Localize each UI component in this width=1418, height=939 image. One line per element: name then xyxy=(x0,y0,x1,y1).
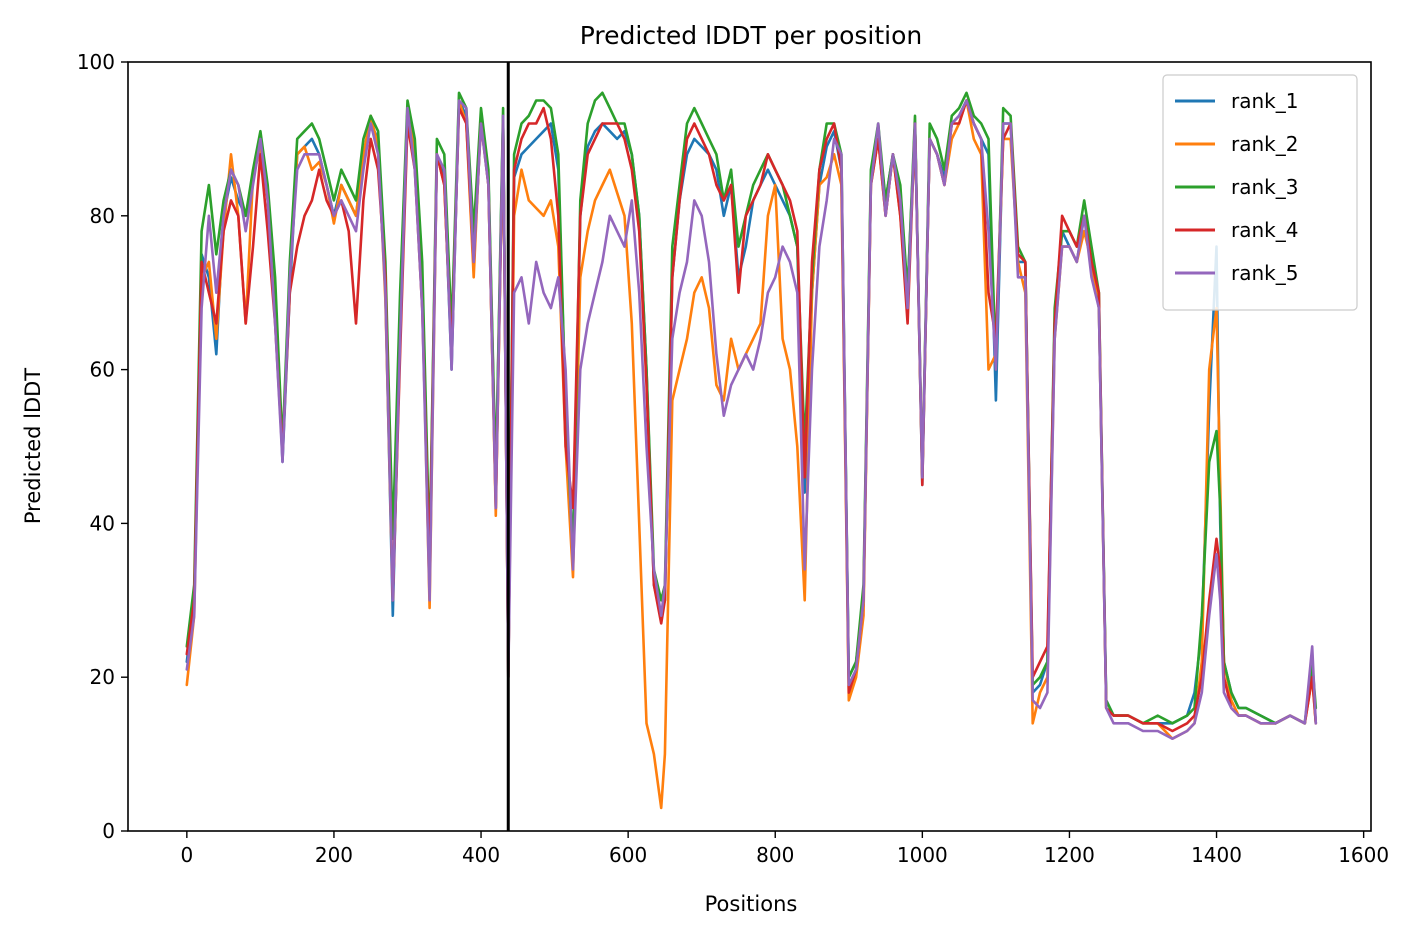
y-tick-label: 0 xyxy=(102,819,115,843)
legend-box xyxy=(1162,74,1358,311)
y-tick-label: 20 xyxy=(90,665,115,689)
x-tick-label: 1000 xyxy=(897,843,948,867)
y-tick-label: 80 xyxy=(90,204,115,228)
x-tick-label: 200 xyxy=(315,843,353,867)
x-tick-label: 1200 xyxy=(1044,843,1095,867)
x-tick-label: 400 xyxy=(462,843,500,867)
y-tick-label: 60 xyxy=(90,358,115,382)
plot-frame xyxy=(127,61,1372,832)
x-tick-label: 600 xyxy=(609,843,647,867)
legend-label: rank_2 xyxy=(1231,132,1298,156)
legend-label: rank_4 xyxy=(1231,218,1298,242)
legend: rank_1 rank_2 rank_3 rank_4 rank_5 xyxy=(1162,74,1358,311)
y-tick-label: 40 xyxy=(90,511,115,535)
legend-label: rank_5 xyxy=(1231,261,1298,285)
x-tick-label: 1600 xyxy=(1338,843,1389,867)
legend-label: rank_1 xyxy=(1231,89,1298,113)
x-tick-label: 0 xyxy=(180,843,193,867)
x-axis-ticks: 0 200 400 600 800 1000 1200 1400 1600 xyxy=(180,831,1389,867)
x-axis-label: Positions xyxy=(705,892,798,916)
series-line-rank-5 xyxy=(185,99,1318,741)
plot-area xyxy=(127,61,1372,832)
y-axis-ticks: 0 20 40 60 80 100 xyxy=(77,50,128,843)
x-tick-label: 800 xyxy=(756,843,794,867)
series-group xyxy=(185,91,1318,810)
series-line-rank-3 xyxy=(185,91,1318,725)
chart-title: Predicted lDDT per position xyxy=(580,21,922,50)
y-tick-label: 100 xyxy=(77,50,115,74)
legend-label: rank_3 xyxy=(1231,175,1298,199)
x-tick-label: 1400 xyxy=(1191,843,1242,867)
y-axis-label: Predicted lDDT xyxy=(21,368,45,524)
